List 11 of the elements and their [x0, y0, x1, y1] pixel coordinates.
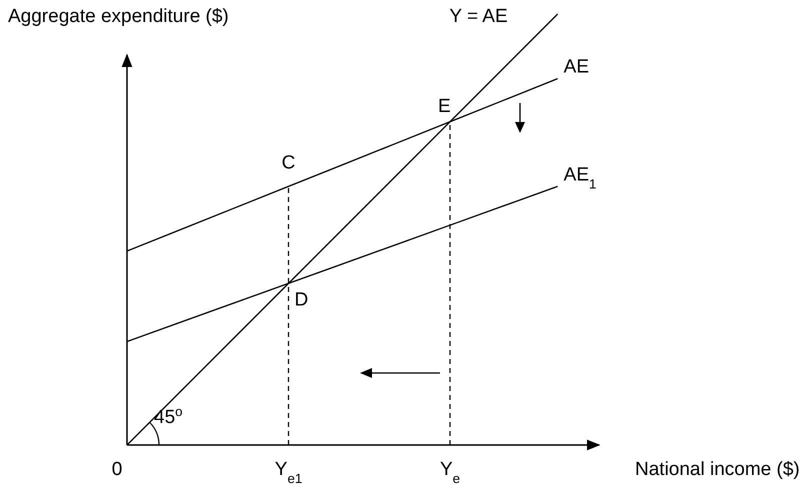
y-axis-title: Aggregate expenditure ($) — [8, 6, 229, 27]
annotation: E — [438, 96, 451, 117]
series-label: AE — [564, 56, 590, 78]
x-tick-label: Y$_{e}$ — [440, 459, 460, 486]
annotation: C — [282, 152, 296, 174]
x-tick-label: Y$_{e1}$ — [274, 459, 302, 486]
annotation: D — [294, 289, 308, 310]
x-axis-title: National income ($) — [635, 459, 800, 480]
series-label: Y = AE — [449, 6, 508, 27]
series-label: AE$_{1}$ — [564, 164, 596, 191]
x-tick-label: 0 — [112, 459, 122, 480]
